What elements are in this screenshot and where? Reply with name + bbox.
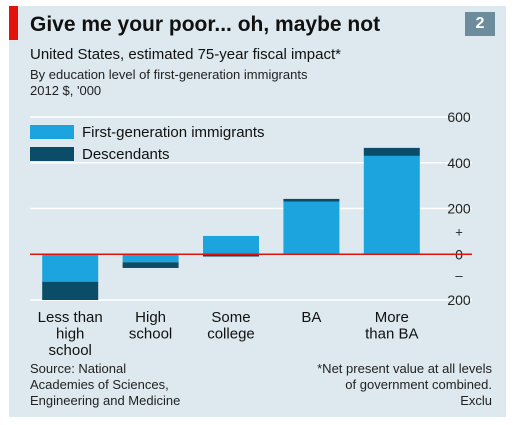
x-tick-label: High	[135, 309, 166, 326]
y-tick-label: 200	[447, 201, 471, 217]
chart-title: Give me your poor... oh, maybe not	[30, 13, 381, 36]
y-tick-label: 200	[447, 292, 471, 308]
chart-subtitle-detail: By education level of first-generation i…	[30, 67, 307, 99]
bar-first-generation	[42, 254, 99, 282]
footnote: *Net present value at all levels of gove…	[317, 361, 492, 409]
source-line: Academies of Sciences,	[30, 377, 169, 392]
x-tick-label: BA	[301, 309, 321, 326]
y-sign-minus: –	[455, 268, 463, 283]
x-tick-label: school	[129, 326, 172, 343]
x-tick-label: high	[56, 326, 84, 343]
x-tick-label: college	[207, 326, 255, 343]
subtitle-line: 2012 $, '000	[30, 83, 102, 98]
source-line: Engineering and Medicine	[30, 393, 181, 408]
brand-red-tag	[9, 6, 18, 40]
subtitle-line: By education level of first-generation i…	[30, 67, 308, 82]
source-note: Source: National Academies of Sciences, …	[30, 361, 180, 409]
footnote-line: *Net present value at all levels	[317, 361, 492, 376]
bar-descendants	[203, 254, 259, 257]
x-tick-label: More	[375, 309, 409, 326]
x-tick-label: than BA	[365, 326, 418, 343]
bar-descendants	[363, 147, 420, 156]
legend-swatch	[30, 147, 74, 161]
legend-swatch	[30, 125, 74, 139]
y-tick-label: 600	[447, 109, 471, 125]
chart-panel	[9, 6, 506, 417]
footnote-line: Exclu	[460, 393, 492, 408]
bar-first-generation	[203, 235, 259, 255]
bar-first-generation	[122, 254, 179, 263]
bar-first-generation	[283, 201, 340, 255]
bar-descendants	[122, 262, 179, 268]
chart-subtitle: United States, estimated 75-year fiscal …	[30, 46, 341, 63]
x-tick-label: Some	[211, 309, 250, 326]
bar-descendants	[42, 281, 99, 300]
x-tick-label: Less than	[38, 309, 103, 326]
legend-label: First-generation immigrants	[82, 124, 265, 141]
y-tick-label: 400	[447, 155, 471, 171]
chart-number-badge: 2	[465, 12, 495, 36]
x-tick-label: school	[49, 342, 92, 359]
bar-first-generation	[363, 155, 420, 255]
source-line: Source: National	[30, 361, 127, 376]
y-sign-plus: +	[455, 224, 463, 239]
footnote-line: of government combined.	[345, 377, 492, 392]
bar-descendants	[283, 198, 340, 202]
legend-label: Descendants	[82, 146, 170, 163]
